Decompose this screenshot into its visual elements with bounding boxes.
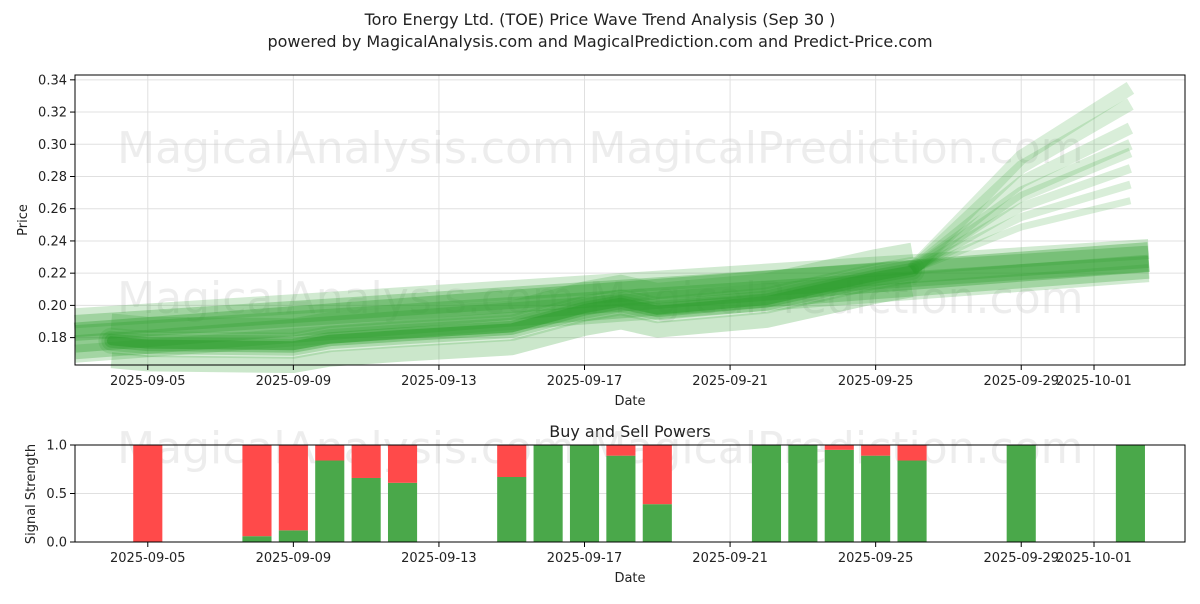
top-y-tick-label: 0.32 bbox=[38, 106, 67, 121]
buy-bar bbox=[351, 477, 381, 542]
top-x-tick-label: 2025-09-17 bbox=[547, 374, 623, 389]
top-y-tick-label: 0.30 bbox=[38, 138, 67, 153]
top-y-tick-label: 0.28 bbox=[38, 170, 67, 185]
bottom-x-tick-label: 2025-09-17 bbox=[547, 551, 623, 566]
buy-bar bbox=[569, 445, 600, 542]
projection-band bbox=[910, 197, 1132, 274]
top-x-tick-label: 2025-09-05 bbox=[110, 374, 186, 389]
projection-band bbox=[909, 164, 1132, 274]
bottom-x-axis-title: Date bbox=[614, 571, 645, 586]
top-y-axis-title: Price bbox=[16, 204, 31, 236]
top-x-tick-label: 2025-10-01 bbox=[1056, 374, 1132, 389]
bottom-x-tick-label: 2025-09-21 bbox=[692, 551, 768, 566]
projection-band bbox=[909, 147, 1133, 275]
buy-bar bbox=[278, 530, 308, 542]
bottom-x-tick-label: 2025-09-25 bbox=[838, 551, 914, 566]
bottom-y-tick-label: 0.5 bbox=[46, 487, 67, 502]
top-x-tick-label: 2025-09-29 bbox=[983, 374, 1059, 389]
top-x-axis: 2025-09-05 2025-09-09 2025-09-13 2025-09-17… bbox=[110, 365, 1132, 389]
buy-bar bbox=[242, 536, 272, 542]
watermark-analysis-top: MagicalAnalysis.com bbox=[117, 123, 575, 174]
trend-bands bbox=[73, 81, 1150, 373]
trend-envelope bbox=[110, 281, 914, 373]
main-trend-line bbox=[106, 265, 917, 351]
channel-band bbox=[74, 264, 1150, 363]
channel-band bbox=[74, 239, 1150, 329]
buy-bar bbox=[642, 504, 672, 542]
bottom-y-axis-title: Signal Strength bbox=[24, 444, 39, 544]
sell-bar bbox=[278, 445, 308, 531]
buy-bar bbox=[315, 460, 345, 542]
top-x-tick-label: 2025-09-25 bbox=[838, 374, 914, 389]
bottom-x-tick-label: 2025-09-05 bbox=[110, 551, 186, 566]
buy-bar bbox=[387, 482, 418, 542]
buy-bar bbox=[788, 445, 818, 542]
buy-bar bbox=[1006, 445, 1036, 542]
sell-bar bbox=[824, 445, 854, 450]
sell-bar bbox=[642, 445, 672, 505]
top-y-tick-label: 0.18 bbox=[38, 331, 67, 346]
bottom-x-axis: 2025-09-05 2025-09-09 2025-09-13 2025-09-17… bbox=[110, 542, 1132, 566]
sell-bar bbox=[606, 445, 636, 456]
top-x-axis-title: Date bbox=[614, 394, 645, 409]
watermark-analysis-mid: MagicalAnalysis.com bbox=[117, 273, 575, 324]
buy-bar bbox=[497, 477, 527, 542]
top-y-tick-label: 0.26 bbox=[38, 202, 67, 217]
buy-bar bbox=[861, 455, 891, 542]
sell-bar bbox=[242, 445, 272, 537]
price-wave-chart: MagicalAnalysis.com MagicalPrediction.co… bbox=[16, 73, 1186, 409]
channel-band bbox=[74, 245, 1150, 341]
buy-bar bbox=[897, 460, 927, 542]
chart-title: Toro Energy Ltd. (TOE) Price Wave Trend … bbox=[364, 10, 836, 29]
buy-bar bbox=[1115, 445, 1145, 542]
top-y-tick-label: 0.22 bbox=[38, 267, 67, 282]
top-y-tick-label: 0.20 bbox=[38, 299, 67, 314]
projection-band bbox=[908, 122, 1134, 275]
top-x-tick-label: 2025-09-09 bbox=[256, 374, 332, 389]
chart-subtitle: powered by MagicalAnalysis.com and Magic… bbox=[267, 32, 932, 51]
projection-band bbox=[907, 98, 1134, 275]
bottom-y-tick-label: 0.0 bbox=[46, 536, 67, 551]
channel-band bbox=[73, 242, 1150, 353]
projection-band bbox=[908, 139, 1133, 275]
watermark-prediction-top: MagicalPrediction.com bbox=[589, 123, 1084, 174]
top-x-tick-label: 2025-09-13 bbox=[401, 374, 477, 389]
projection-band bbox=[907, 81, 1135, 275]
bottom-chart-title: Buy and Sell Powers bbox=[549, 422, 711, 441]
top-y-tick-label: 0.34 bbox=[38, 73, 67, 88]
buy-bar bbox=[606, 455, 636, 542]
sell-bar bbox=[133, 445, 163, 542]
top-plot-frame bbox=[74, 74, 1186, 366]
bottom-x-tick-label: 2025-10-01 bbox=[1056, 551, 1132, 566]
buy-sell-chart: Buy and Sell Powers MagicalAnalysis.com … bbox=[24, 422, 1186, 586]
projection-band bbox=[910, 180, 1132, 274]
bottom-x-tick-label: 2025-09-29 bbox=[983, 551, 1059, 566]
sell-bar bbox=[315, 445, 345, 461]
channel-band bbox=[74, 255, 1149, 338]
buy-bar bbox=[533, 445, 563, 542]
sell-bar bbox=[497, 445, 527, 478]
top-plot-area bbox=[75, 75, 1185, 365]
top-y-tick-label: 0.24 bbox=[38, 234, 67, 249]
signal-bars bbox=[133, 445, 1145, 542]
buy-bar bbox=[751, 445, 782, 542]
bottom-x-tick-label: 2025-09-13 bbox=[401, 551, 477, 566]
top-y-axis: 0.18 0.20 0.22 0.24 0.26 0.28 0.30 0.32 0.34 bbox=[38, 73, 75, 346]
sell-bar bbox=[897, 445, 927, 461]
bottom-x-tick-label: 2025-09-09 bbox=[256, 551, 332, 566]
bottom-y-axis: 0.0 0.5 1.0 bbox=[46, 439, 75, 551]
top-x-tick-label: 2025-09-21 bbox=[692, 374, 768, 389]
trend-envelope bbox=[110, 242, 914, 335]
sell-bar bbox=[351, 445, 381, 478]
buy-bar bbox=[824, 449, 854, 542]
sell-bar bbox=[387, 445, 418, 483]
sell-bar bbox=[861, 445, 891, 456]
bottom-y-tick-label: 1.0 bbox=[46, 439, 67, 454]
